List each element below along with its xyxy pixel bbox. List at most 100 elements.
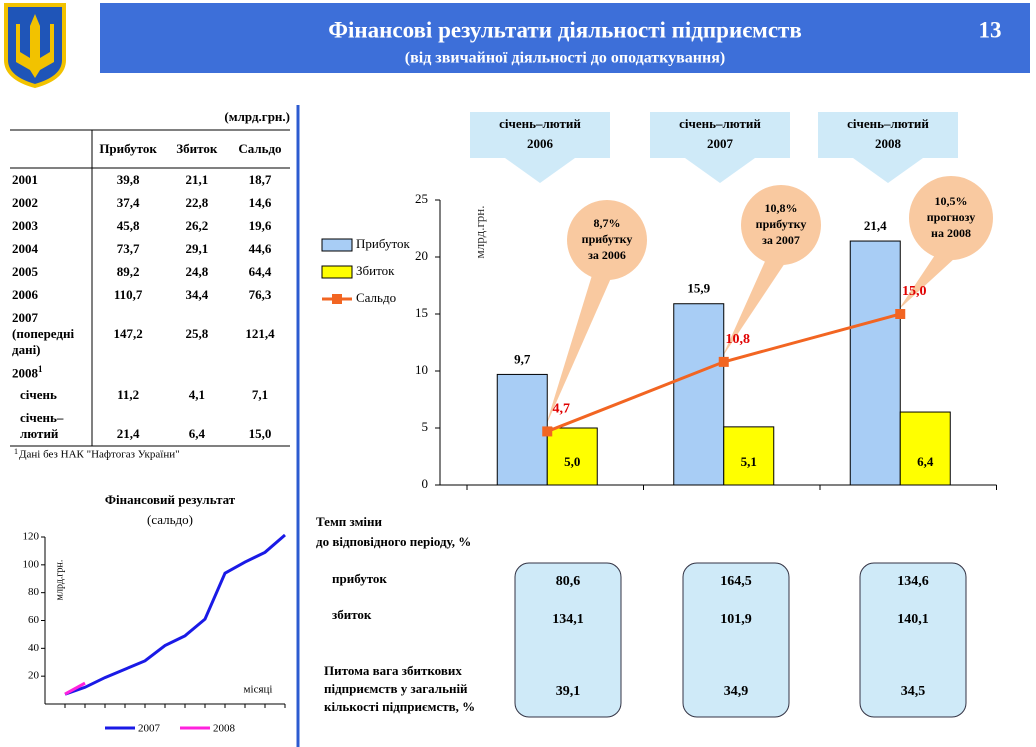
table-unit: (млрд.грн.) [224, 109, 290, 124]
table-row: січень 11,2 4,1 7,1 [10, 384, 292, 406]
rates-box [682, 562, 790, 718]
table-cell: 21,1 [185, 171, 209, 187]
value-label: 21,4 [864, 218, 887, 233]
bar [849, 240, 901, 486]
table-cell: 11,2 [117, 387, 140, 402]
header-cell [10, 130, 90, 168]
y-tick-label: 80 [28, 586, 40, 598]
legend-label: 2008 [213, 723, 236, 735]
bar [673, 303, 725, 486]
y-tick-label: 120 [23, 531, 40, 543]
callout [567, 200, 647, 280]
row-label: 2003 [12, 217, 38, 233]
annotation: прибутку [582, 232, 633, 246]
annotation: 10,5% [935, 194, 968, 208]
table-cell: 45,8 [116, 217, 140, 233]
table-cell: 18,7 [248, 171, 272, 187]
rates-box [514, 562, 622, 718]
legend-label: Сальдо [356, 290, 396, 305]
table-cell: 29,1 [185, 240, 209, 256]
row-label: 20081 [12, 364, 43, 381]
rates-value: 39,1 [556, 684, 581, 699]
row-label: 2006 [12, 286, 38, 302]
annotation: за 2006 [588, 248, 626, 262]
legend-swatch [321, 265, 353, 279]
y-tick-label: 10 [415, 362, 428, 377]
x-tick-label: 2008 [875, 136, 902, 151]
y-axis-label: млрд.грн. [472, 206, 487, 259]
y-tick-label: 60 [28, 614, 40, 626]
subtitle: (від звичайної діяльності до оподаткуван… [405, 50, 725, 67]
line [64, 533, 286, 696]
table-cell: 4,1 [188, 387, 205, 402]
marker [895, 309, 906, 319]
annotation: за 2007 [762, 233, 800, 247]
chart-subtitle: (сальдо) [147, 512, 193, 527]
rates-value: 134,6 [897, 574, 929, 589]
period-box [818, 112, 958, 183]
value-label: 10,8 [726, 332, 751, 347]
annotation: 8,7% [594, 216, 621, 230]
period-label: січень–лютий [847, 116, 929, 131]
table-row: 2003 45,8 26,2 19,6 [10, 214, 292, 237]
data-table: Прибуток Збиток Сальдо 2001 39,8 21,1 18,7 2002… [10, 130, 292, 446]
table-cell: 14,6 [248, 194, 272, 210]
value-label: 9,7 [514, 351, 531, 366]
value-label: 5,0 [564, 454, 580, 469]
table-row: 2005 89,2 24,8 64,4 [10, 260, 292, 283]
trident [16, 14, 54, 78]
table-cell: 26,2 [185, 217, 209, 233]
bar [496, 373, 548, 486]
table-cell: 37,4 [116, 194, 140, 210]
table-row: 2004 73,7 29,1 44,6 [10, 237, 292, 260]
title: Фінансові результати діяльності підприєм… [328, 17, 802, 42]
row-label: 2005 [12, 263, 38, 279]
legend-label: 2007 [138, 723, 161, 735]
page-number: 13 [979, 17, 1002, 42]
value-label: 15,0 [902, 284, 927, 299]
rates-label: підприємств у загальній [324, 681, 468, 696]
legend-label: Збиток [356, 263, 395, 278]
marker [542, 426, 553, 437]
row-label: 2004 [12, 240, 38, 256]
callout-tail [721, 257, 785, 358]
annotation: прогнозу [927, 210, 976, 224]
y-axis-label: млрд.грн. [54, 560, 65, 601]
annotation: 10,8% [765, 201, 798, 215]
table-cell: 89,2 [116, 263, 140, 279]
rates-box [859, 562, 967, 718]
rates-title: до відповідного періоду, % [316, 534, 471, 549]
bar [546, 427, 598, 486]
rates-value: 164,5 [720, 574, 752, 589]
period-box [470, 112, 610, 183]
legend-marker [332, 294, 342, 304]
table-cell: 110,7 [113, 286, 143, 302]
period-box [650, 112, 790, 183]
table-cell: 64,4 [248, 263, 272, 279]
rates-value: 34,5 [901, 684, 926, 699]
x-tick-label: 2006 [527, 136, 554, 151]
table-row: 20081 [10, 362, 292, 384]
y-tick-label: 15 [415, 305, 428, 320]
annotation: на 2008 [931, 226, 971, 240]
y-tick-label: 20 [415, 248, 428, 263]
line [64, 681, 86, 696]
table-cell: 34,4 [185, 286, 209, 302]
callout [741, 185, 821, 265]
row-label: 2002 [12, 194, 38, 210]
value-label: 4,7 [553, 402, 571, 417]
y-tick-label: 100 [23, 558, 40, 570]
table-cell: 22,8 [185, 194, 209, 210]
table-cell: 73,7 [116, 240, 140, 256]
table-cell: 39,8 [116, 171, 140, 187]
table-row: 2006 110,7 34,4 76,3 [10, 283, 292, 306]
table-cell: 15,0 [248, 426, 272, 441]
rates-value: 134,1 [552, 612, 584, 627]
footnote: Дані без НАК "Нафтогаз України" [19, 449, 180, 461]
rates-label: кількості підприємств, % [324, 699, 475, 714]
callout-tail [898, 252, 955, 310]
rates-label: прибуток [332, 571, 387, 586]
table-cell: 24,8 [185, 263, 209, 279]
